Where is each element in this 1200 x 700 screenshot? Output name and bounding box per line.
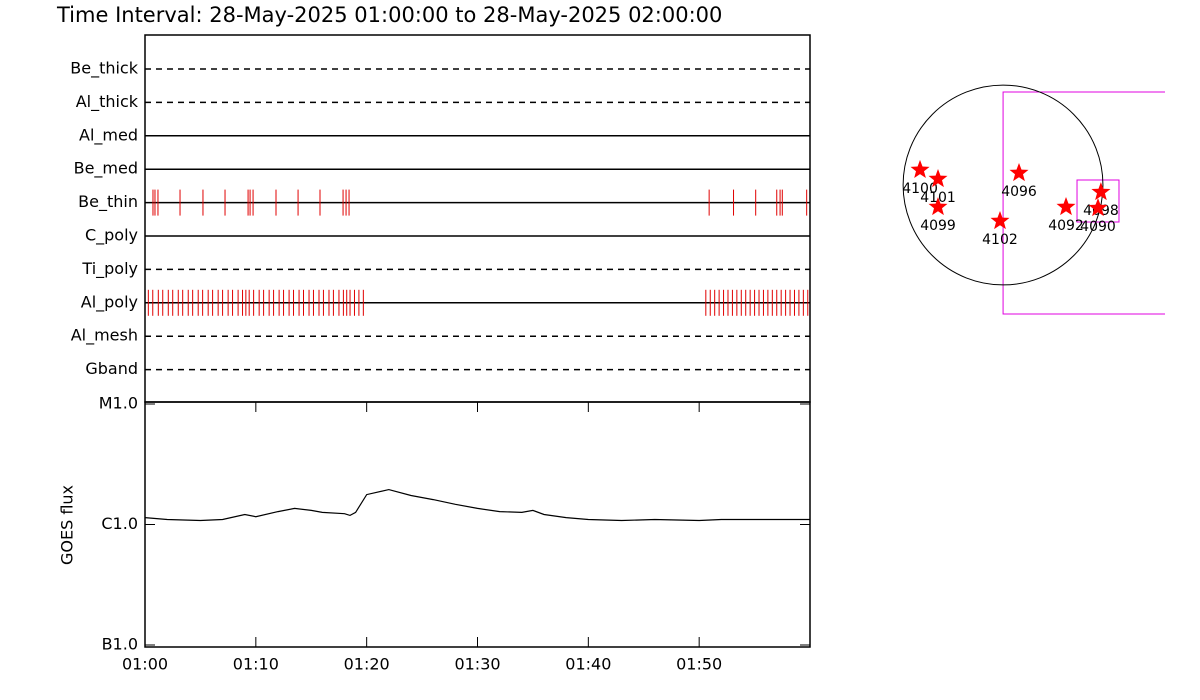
region-label: 4099 bbox=[920, 218, 956, 234]
row-label: Be_thick bbox=[70, 59, 138, 79]
region-star bbox=[928, 197, 948, 216]
region-star bbox=[1088, 198, 1108, 217]
x-tick-label: 01:50 bbox=[676, 655, 722, 674]
field-of-view bbox=[1076, 179, 1120, 223]
row-label: Al_med bbox=[79, 125, 138, 145]
region-label: 4090 bbox=[1080, 219, 1116, 235]
panel-frame bbox=[144, 401, 811, 648]
region-label: 4102 bbox=[982, 232, 1018, 248]
row-label: Al_poly bbox=[81, 292, 138, 312]
row-label: Al_mesh bbox=[71, 326, 138, 346]
region-star bbox=[910, 159, 930, 178]
solar-disk bbox=[902, 84, 1104, 286]
region-star bbox=[928, 169, 948, 188]
x-tick-label: 01:30 bbox=[454, 655, 500, 674]
region-label: 4096 bbox=[1001, 184, 1037, 200]
y-tick-label: M1.0 bbox=[99, 394, 138, 413]
row-label: Be_med bbox=[74, 159, 138, 179]
region-star bbox=[990, 211, 1010, 230]
row-label: C_poly bbox=[85, 226, 138, 246]
row-label: Be_thin bbox=[78, 192, 138, 212]
y-tick-label: C1.0 bbox=[101, 514, 138, 533]
row-label: Al_thick bbox=[76, 92, 139, 112]
region-label: 4100 bbox=[902, 181, 938, 197]
chart-title: Time Interval: 28-May-2025 01:00:00 to 2… bbox=[56, 3, 722, 27]
region-star bbox=[1056, 197, 1076, 216]
field-of-view bbox=[1002, 91, 1165, 315]
flux-line bbox=[144, 488, 810, 522]
y-axis-label: GOES flux bbox=[58, 485, 77, 565]
y-tick-label: B1.0 bbox=[102, 635, 138, 654]
fov-layer bbox=[1002, 91, 1165, 315]
row-label: Ti_poly bbox=[81, 259, 138, 279]
x-tick-label: 01:00 bbox=[122, 655, 168, 674]
region-label: 4092 bbox=[1048, 218, 1084, 234]
x-tick-label: 01:20 bbox=[344, 655, 390, 674]
x-tick-label: 01:10 bbox=[233, 655, 279, 674]
region-star bbox=[1009, 163, 1029, 182]
region-star bbox=[1091, 182, 1111, 201]
row-label: Gband bbox=[85, 359, 138, 378]
panel-frame bbox=[144, 34, 811, 403]
x-tick-label: 01:40 bbox=[565, 655, 611, 674]
